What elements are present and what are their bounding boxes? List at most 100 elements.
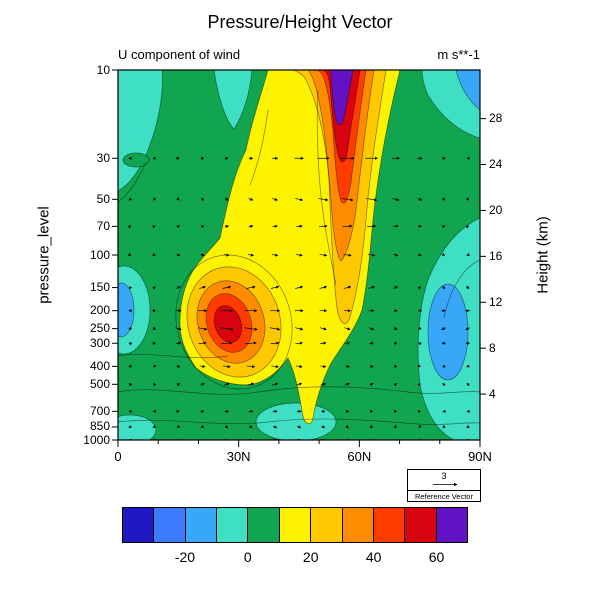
colorbar-segment (185, 508, 218, 542)
wind-vector-arrow (224, 253, 230, 257)
wind-vector-arrow (465, 327, 471, 330)
plot-frame (117, 69, 481, 441)
height-tick-label: 8 (489, 340, 496, 355)
wind-vector-arrow (341, 198, 354, 202)
wind-vector-arrow (344, 341, 351, 345)
wind-vector-arrow (466, 364, 470, 368)
lat-tick-label: 0 (114, 449, 122, 464)
wind-vector-arrow (342, 224, 353, 228)
colorbar-segment (436, 508, 467, 542)
wind-vector-arrow (367, 224, 377, 228)
pressure-tick-label: 100 (89, 247, 110, 262)
wind-vector-arrow (223, 382, 230, 386)
lat-tick-label: 30N (226, 449, 251, 464)
wind-vector-arrow (321, 425, 326, 429)
wind-vector-arrow (222, 285, 232, 289)
wind-vector-arrow (417, 364, 421, 368)
wind-vector-arrow (128, 383, 133, 387)
wind-vector-arrow (200, 225, 205, 229)
wind-vector-arrow (319, 224, 328, 228)
pressure-tick-label: 150 (89, 280, 110, 295)
colorbar (122, 507, 468, 543)
wind-vector-arrow (128, 326, 132, 330)
contour-region (213, 70, 253, 130)
wind-vector-arrow (345, 425, 349, 429)
colorbar-segment (279, 508, 312, 542)
wind-vector-arrow (465, 197, 470, 201)
height-tick-label: 20 (489, 202, 503, 217)
wind-vector-arrow (392, 224, 399, 228)
wind-vector-arrow (247, 382, 255, 386)
wind-vector-arrow (269, 327, 281, 331)
wind-vector-arrow (200, 383, 205, 386)
wind-vector-arrow (152, 342, 156, 346)
pressure-tick-label: 10 (96, 62, 110, 77)
pressure-tick-label: 50 (96, 191, 110, 206)
wind-vector-arrow (466, 383, 470, 387)
wind-vector-arrow (153, 383, 157, 387)
wind-vector-arrow (270, 285, 280, 289)
wind-vector-arrow (249, 425, 253, 429)
wind-vector-arrow (297, 425, 302, 429)
colorbar-segment (248, 508, 280, 542)
right-subtitle: m s**-1 (437, 47, 480, 62)
pressure-tick-label: 1000 (83, 432, 110, 447)
wind-vector-arrow (418, 326, 422, 330)
reference-vector-box: 3 Reference Vector (407, 469, 481, 502)
height-tick-label: 4 (489, 386, 496, 401)
wind-vector-arrow (392, 197, 400, 202)
wind-vector-arrow (128, 197, 132, 201)
pressure-tick-label: 250 (89, 321, 110, 336)
pressure-tick-label: 30 (96, 150, 110, 165)
y-axis-title: pressure_level (35, 206, 53, 304)
wind-vector-arrow (442, 383, 446, 387)
pressure-tick-label: 300 (89, 335, 110, 350)
colorbar-label: 40 (365, 549, 382, 565)
wind-vector-arrow (248, 224, 254, 228)
wind-vector-arrow (441, 327, 447, 330)
wind-vector-arrow (344, 364, 351, 368)
height-tick-label: 24 (489, 157, 503, 172)
wind-vector-arrow (295, 364, 303, 369)
wind-vector-arrow (418, 253, 422, 257)
pressure-tick-label: 850 (89, 419, 110, 434)
contour-line (249, 109, 269, 186)
colorbar-label: -20 (174, 549, 196, 565)
wind-vector-arrow (200, 253, 205, 257)
pressure-tick-label: 700 (89, 403, 110, 418)
wind-vector-arrow (270, 341, 280, 345)
wind-vector-arrow (198, 327, 208, 331)
wind-vector-arrow (198, 341, 207, 345)
wind-vector-arrow (128, 424, 132, 429)
height-tick-label: 28 (489, 111, 503, 126)
wind-vector-arrow (465, 341, 470, 345)
contour-field (118, 70, 480, 440)
contour-line (118, 418, 480, 425)
colorbar-segment (311, 508, 343, 542)
reference-vector-arrow-icon (433, 482, 458, 487)
contour-region (427, 283, 469, 381)
contour-region (118, 282, 135, 338)
colorbar-label: 20 (302, 549, 319, 565)
wind-vector-arrow (417, 286, 422, 290)
colorbar-segment (342, 508, 374, 542)
wind-vector-arrow (367, 253, 376, 257)
colorbar-segment (373, 508, 406, 542)
wind-vector-arrow (295, 198, 304, 202)
wind-vector-arrow (220, 327, 234, 331)
wind-vector-arrow (295, 327, 304, 331)
wind-vector-arrow (127, 252, 132, 256)
wind-vector-arrow (418, 342, 422, 346)
wind-vector-arrow (393, 286, 399, 290)
wind-vector-arrow (368, 327, 375, 331)
wind-vector-arrow (369, 424, 373, 429)
wind-vector-arrow (152, 424, 157, 429)
wind-vector-arrow (393, 383, 398, 387)
wind-vector-arrow (175, 327, 182, 331)
wind-vector-arrow (318, 198, 329, 202)
wind-vector-arrow (244, 327, 258, 331)
wind-vector-arrow (176, 286, 181, 290)
wind-vector-arrow (442, 424, 446, 429)
wind-vector-arrow (199, 285, 207, 289)
